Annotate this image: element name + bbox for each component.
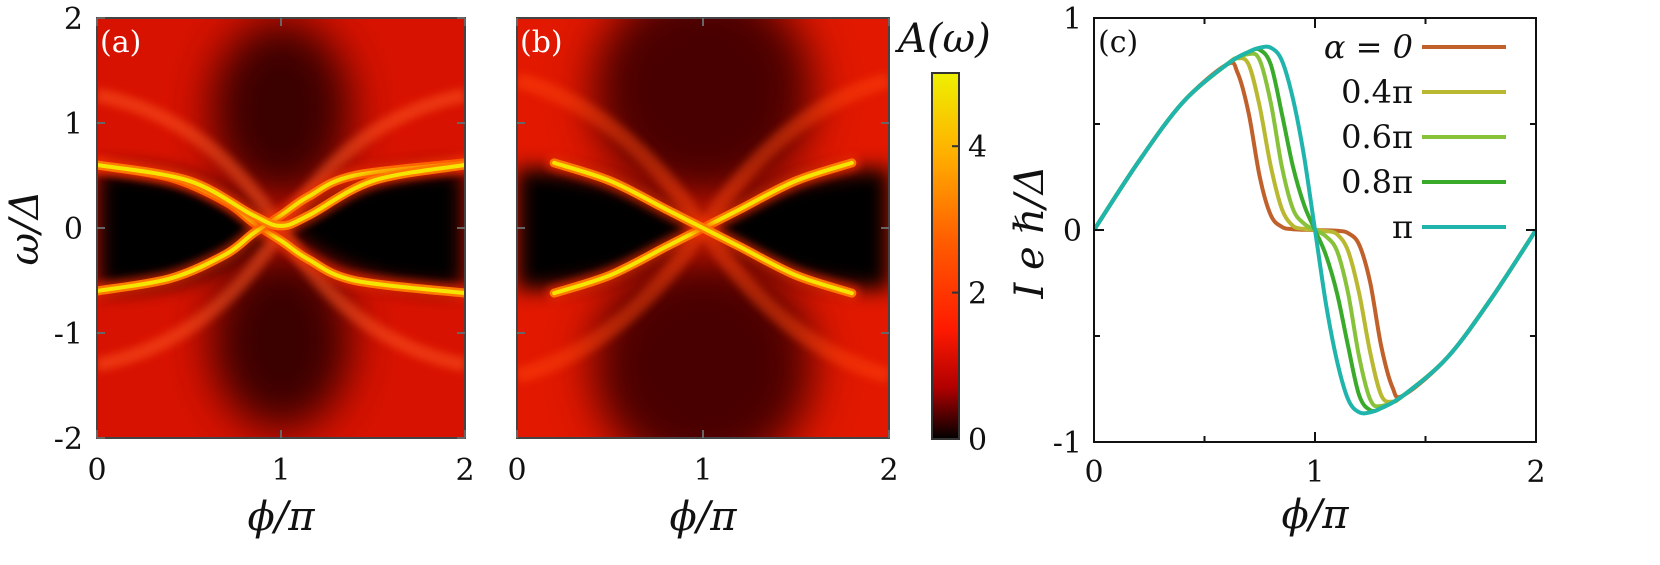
band-2 <box>552 160 854 296</box>
colorbar-tick-label: 0 <box>968 423 987 458</box>
colorbar-tick-label: 4 <box>968 130 987 165</box>
colorbar: A(ω) 4 2 0 <box>894 16 991 458</box>
x-tick-label: 0 <box>87 453 106 488</box>
legend: α = 0 0.4π 0.6π 0.8π π <box>1324 28 1506 246</box>
x-tick-label: 2 <box>455 453 474 488</box>
axis-label-c-x: ϕ/π <box>1281 492 1349 538</box>
x-tick-label: 2 <box>879 453 898 488</box>
axis-label-b-x: ϕ/π <box>669 494 737 540</box>
legend-label-1: α = 0 <box>1324 28 1413 66</box>
series-line-5 <box>1094 44 1536 416</box>
y-tick-label: 2 <box>64 2 83 37</box>
axis-label-a-y: ω/Δ <box>2 191 48 266</box>
x-tick-label: 0 <box>507 453 526 488</box>
axis-label-a-x: ϕ/π <box>247 494 315 540</box>
legend-label-5: π <box>1392 208 1413 246</box>
y-tick-label: -1 <box>1053 426 1082 461</box>
y-tick-label: 0 <box>64 212 83 247</box>
colorbar-gradient <box>931 72 960 440</box>
panel-b-heatmap: (b) 0 1 2 <box>507 17 899 488</box>
axis-label-c-y: I e ℏ/Δ <box>1007 165 1053 299</box>
y-tick-label: -1 <box>54 317 83 352</box>
panel-label-b: (b) <box>520 25 563 60</box>
colorbar-title: A(ω) <box>894 16 991 62</box>
colorbar-tick-label: 2 <box>968 277 987 312</box>
legend-label-3: 0.6π <box>1341 118 1413 156</box>
panel-label-c: (c) <box>1098 25 1138 60</box>
legend-label-2: 0.4π <box>1341 73 1413 111</box>
x-tick-label: 1 <box>693 453 712 488</box>
y-tick-label: 0 <box>1063 214 1082 249</box>
x-tick-label: 2 <box>1526 455 1545 490</box>
y-tick-label: -2 <box>54 422 83 457</box>
x-tick-label: 1 <box>271 453 290 488</box>
panel-c-line-chart: (c) 0 1 210-1 α = 00.4π0.6π0.8ππ <box>1053 2 1546 490</box>
panel-a-heatmap: (a) 0 1 2 2 1 0 -1 -2 <box>54 2 475 488</box>
x-tick-label: 1 <box>1305 455 1324 490</box>
y-tick-label: 1 <box>64 107 83 142</box>
x-tick-label: 0 <box>1084 455 1103 490</box>
band-3 <box>97 163 465 228</box>
panel-label-a: (a) <box>100 25 141 60</box>
legend-label-4: 0.8π <box>1341 163 1413 201</box>
y-tick-label: 1 <box>1063 2 1082 37</box>
